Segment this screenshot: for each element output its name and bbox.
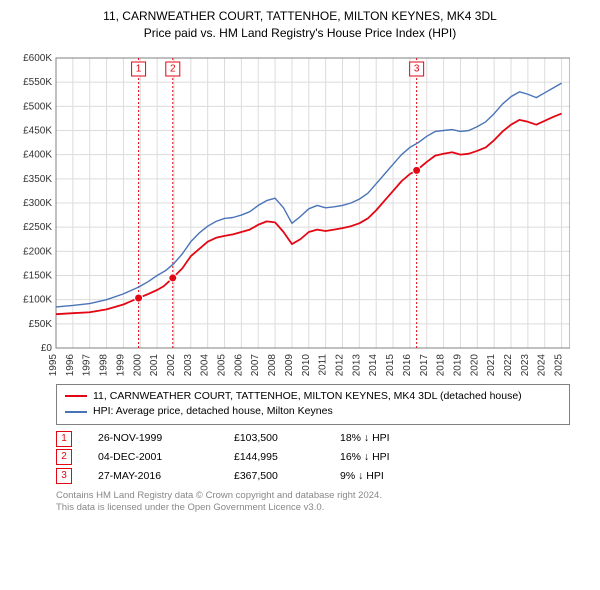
svg-text:1999: 1999 xyxy=(115,353,126,376)
svg-text:2010: 2010 xyxy=(301,353,312,376)
svg-text:2017: 2017 xyxy=(419,353,430,376)
sale-marker-box: 1 xyxy=(56,431,72,447)
svg-text:£450K: £450K xyxy=(23,125,52,136)
svg-text:2009: 2009 xyxy=(284,353,295,376)
sale-date: 04-DEC-2001 xyxy=(98,448,208,467)
svg-text:2002: 2002 xyxy=(166,353,177,376)
sale-marker-box: 2 xyxy=(56,449,72,465)
svg-text:2001: 2001 xyxy=(149,353,160,376)
sale-row: 3 27-MAY-2016 £367,500 9% ↓ HPI xyxy=(56,467,590,486)
svg-text:2015: 2015 xyxy=(385,353,396,376)
sale-date: 26-NOV-1999 xyxy=(98,429,208,448)
svg-text:£150K: £150K xyxy=(23,270,52,281)
svg-text:1998: 1998 xyxy=(99,353,110,376)
svg-text:2023: 2023 xyxy=(520,353,531,376)
svg-text:2004: 2004 xyxy=(200,353,211,376)
svg-text:£100K: £100K xyxy=(23,294,52,305)
svg-text:2007: 2007 xyxy=(250,353,261,376)
svg-text:2012: 2012 xyxy=(334,353,345,376)
svg-text:2005: 2005 xyxy=(217,353,228,376)
svg-text:£0: £0 xyxy=(41,343,53,354)
svg-text:2014: 2014 xyxy=(368,353,379,376)
svg-text:£300K: £300K xyxy=(23,198,52,209)
svg-text:£550K: £550K xyxy=(23,77,52,88)
sale-pct: 18% ↓ HPI xyxy=(340,429,430,448)
svg-text:1996: 1996 xyxy=(65,353,76,376)
sale-pct: 16% ↓ HPI xyxy=(340,448,430,467)
sale-date: 27-MAY-2016 xyxy=(98,467,208,486)
svg-text:2013: 2013 xyxy=(351,353,362,376)
legend-item: 11, CARNWEATHER COURT, TATTENHOE, MILTON… xyxy=(65,389,561,405)
svg-text:2000: 2000 xyxy=(132,353,143,376)
sale-price: £103,500 xyxy=(234,429,314,448)
svg-text:£350K: £350K xyxy=(23,173,52,184)
svg-text:£400K: £400K xyxy=(23,149,52,160)
svg-text:2020: 2020 xyxy=(469,353,480,376)
footer-line-2: This data is licensed under the Open Gov… xyxy=(56,502,590,514)
svg-text:2019: 2019 xyxy=(452,353,463,376)
legend-swatch xyxy=(65,411,87,413)
legend-label: 11, CARNWEATHER COURT, TATTENHOE, MILTON… xyxy=(93,389,522,405)
svg-text:2008: 2008 xyxy=(267,353,278,376)
svg-text:2016: 2016 xyxy=(402,353,413,376)
svg-text:2021: 2021 xyxy=(486,353,497,376)
svg-text:3: 3 xyxy=(414,63,420,74)
chart-area: £0 £50K £100K £150K £200K £250K £300K £350K £400… xyxy=(10,48,590,378)
title-line-1: 11, CARNWEATHER COURT, TATTENHOE, MILTON… xyxy=(10,8,590,25)
footer-line-1: Contains HM Land Registry data © Crown c… xyxy=(56,490,590,502)
svg-text:2025: 2025 xyxy=(554,353,565,376)
title-line-2: Price paid vs. HM Land Registry's House … xyxy=(10,25,590,42)
svg-text:1995: 1995 xyxy=(48,353,59,376)
sale-price: £144,995 xyxy=(234,448,314,467)
chart-title: 11, CARNWEATHER COURT, TATTENHOE, MILTON… xyxy=(10,8,590,42)
legend: 11, CARNWEATHER COURT, TATTENHOE, MILTON… xyxy=(56,384,570,426)
legend-item: HPI: Average price, detached house, Milt… xyxy=(65,404,561,420)
sale-price: £367,500 xyxy=(234,467,314,486)
sale-row: 1 26-NOV-1999 £103,500 18% ↓ HPI xyxy=(56,429,590,448)
svg-text:£200K: £200K xyxy=(23,246,52,257)
legend-swatch xyxy=(65,395,87,397)
sale-row: 2 04-DEC-2001 £144,995 16% ↓ HPI xyxy=(56,448,590,467)
sale-pct: 9% ↓ HPI xyxy=(340,467,430,486)
footer-attribution: Contains HM Land Registry data © Crown c… xyxy=(56,490,590,515)
price-chart-svg: £0 £50K £100K £150K £200K £250K £300K £350K £400… xyxy=(10,48,570,378)
svg-text:1997: 1997 xyxy=(82,353,93,376)
svg-text:£250K: £250K xyxy=(23,222,52,233)
legend-label: HPI: Average price, detached house, Milt… xyxy=(93,404,333,420)
svg-text:1: 1 xyxy=(136,63,142,74)
svg-text:2018: 2018 xyxy=(436,353,447,376)
svg-text:2: 2 xyxy=(170,63,176,74)
svg-text:2011: 2011 xyxy=(318,353,329,375)
svg-text:2022: 2022 xyxy=(503,353,514,376)
svg-text:2003: 2003 xyxy=(183,353,194,376)
sale-marker-box: 3 xyxy=(56,468,72,484)
svg-text:£500K: £500K xyxy=(23,101,52,112)
sales-table: 1 26-NOV-1999 £103,500 18% ↓ HPI 2 04-DEC-200… xyxy=(56,429,590,486)
svg-text:£50K: £50K xyxy=(29,318,53,329)
svg-text:£600K: £600K xyxy=(23,53,52,64)
svg-text:2024: 2024 xyxy=(537,353,548,376)
svg-text:2006: 2006 xyxy=(233,353,244,376)
